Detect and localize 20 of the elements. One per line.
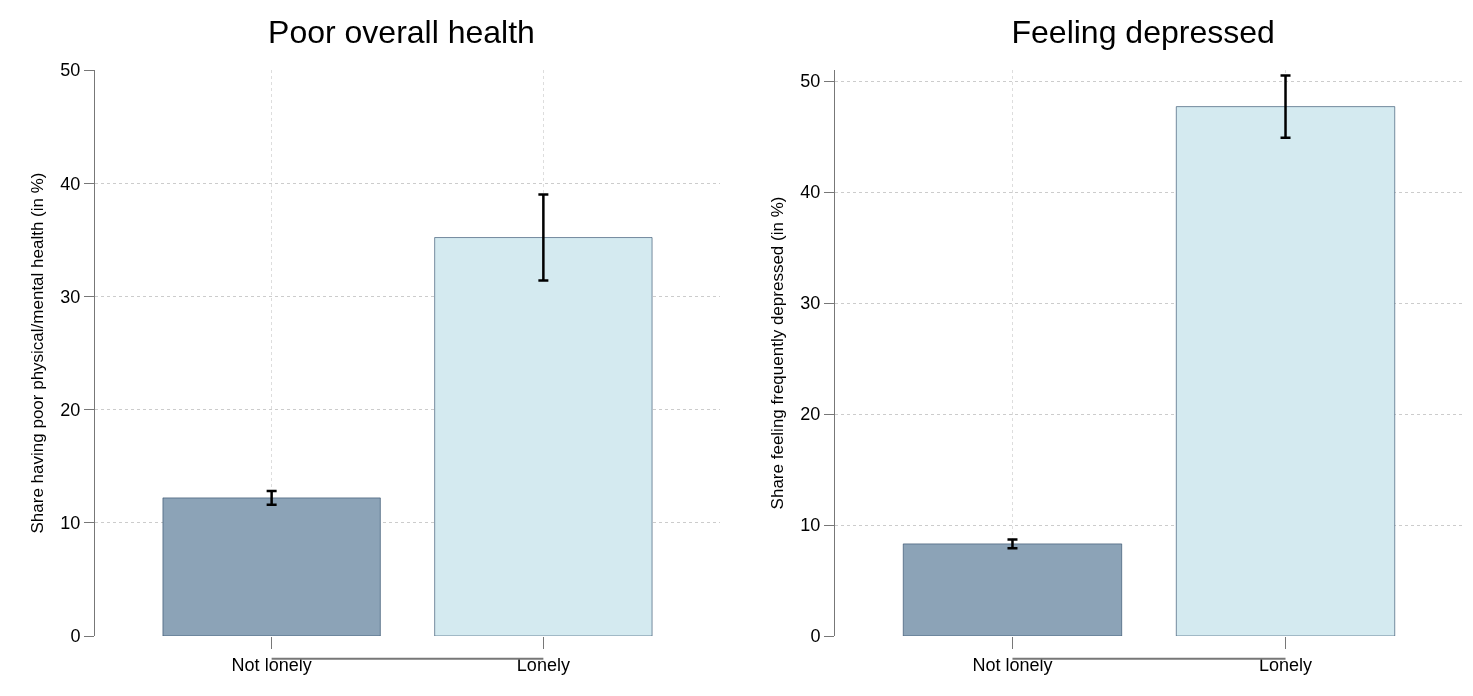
chart-title: Feeling depressed xyxy=(1011,14,1275,51)
y-tick-label: 10 xyxy=(800,515,821,536)
y-tick-label: 40 xyxy=(60,173,81,194)
chart-title: Poor overall health xyxy=(268,14,535,51)
y-tick-label: 30 xyxy=(800,293,821,314)
y-tick-label: 20 xyxy=(800,404,821,425)
y-tick-label: 0 xyxy=(70,626,81,647)
x-tick-label: Not lonely xyxy=(972,654,1053,675)
y-tick-label: 30 xyxy=(60,286,81,307)
y-tick-label: 50 xyxy=(800,71,821,92)
x-tick-label: Not lonely xyxy=(231,654,312,675)
y-axis-title: Share having poor physical/mental health (in %) xyxy=(27,172,47,534)
y-tick-label: 20 xyxy=(60,399,81,420)
y-tick-label: 0 xyxy=(810,626,821,647)
x-tick-label: Lonely xyxy=(516,654,570,675)
x-tick-label: Lonely xyxy=(1259,654,1313,675)
y-tick-label: 10 xyxy=(60,513,81,534)
y-tick-label: 50 xyxy=(60,60,81,81)
y-axis-title: Share feeling frequently depressed (in %) xyxy=(767,196,787,510)
y-tick-label: 40 xyxy=(800,182,821,203)
